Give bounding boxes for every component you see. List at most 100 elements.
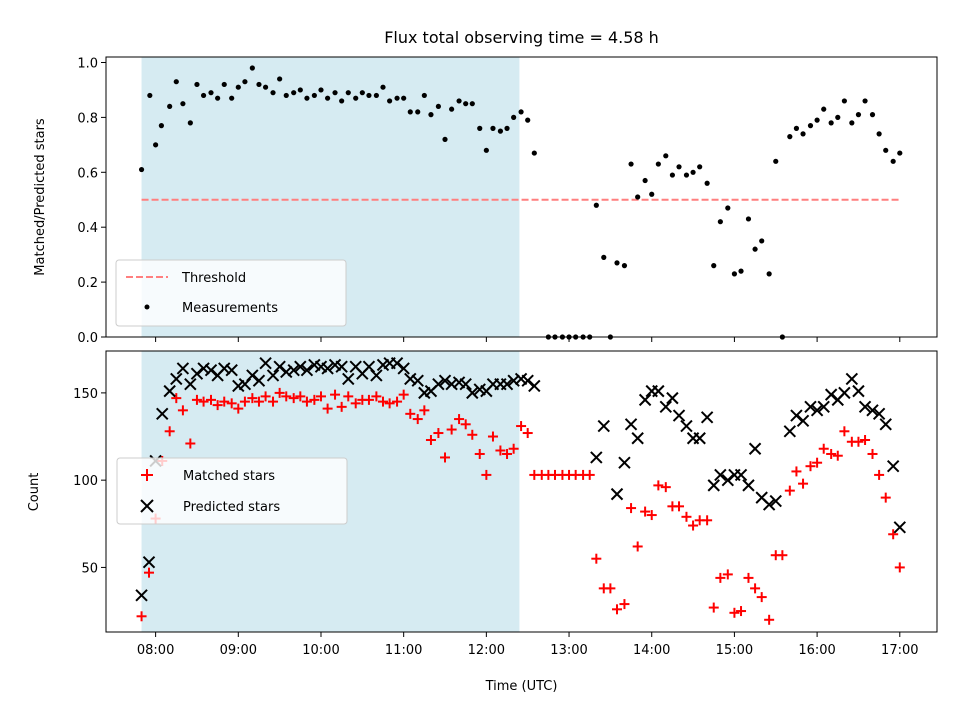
matched-star-point xyxy=(853,436,864,447)
measurement-point xyxy=(456,98,462,104)
bottom-y-tick-label: 150 xyxy=(73,387,98,402)
measurement-point xyxy=(291,90,297,96)
legend-measurements-label: Measurements xyxy=(182,301,278,316)
measurement-point xyxy=(593,202,599,208)
bottom-y-ticks: 50 100 150 xyxy=(73,387,106,576)
matched-star-point xyxy=(867,448,878,459)
predicted-star-point xyxy=(528,379,541,393)
measurement-point xyxy=(841,98,847,104)
measurement-point xyxy=(215,95,221,101)
matched-star-point xyxy=(233,403,244,414)
predicted-star-point xyxy=(321,362,334,375)
measurement-point xyxy=(745,216,752,222)
measurement-point xyxy=(318,87,324,93)
measurement-point xyxy=(208,90,214,96)
predicted-star-point xyxy=(700,411,714,424)
measurement-point xyxy=(725,205,731,211)
matched-star-point xyxy=(688,520,699,531)
predicted-star-point xyxy=(680,419,693,433)
matched-star-point xyxy=(392,396,403,407)
matched-star-point xyxy=(660,482,671,493)
measurement-point xyxy=(752,246,758,252)
matched-star-point xyxy=(288,393,299,404)
predicted-star-point xyxy=(142,555,156,569)
predicted-star-point xyxy=(411,374,424,387)
x-tick-label: 11:00 xyxy=(385,643,422,658)
matched-star-point xyxy=(764,614,775,625)
measurement-point xyxy=(773,158,779,164)
x-tick-label: 10:00 xyxy=(302,643,339,658)
matched-star-point xyxy=(315,391,326,402)
bottom-x-ticks: 08:00 09:00 10:00 11:00 12:00 13:00 14:00 15:00… xyxy=(137,632,919,658)
measurement-point xyxy=(242,79,248,85)
predicted-star-point xyxy=(342,372,355,386)
measurement-point xyxy=(821,106,827,112)
measurement-point xyxy=(849,120,855,126)
matched-star-point xyxy=(425,435,436,446)
measurement-point xyxy=(704,180,710,186)
matched-star-point xyxy=(812,457,823,468)
measurement-point xyxy=(601,254,607,260)
matched-star-point xyxy=(330,389,341,400)
matched-star-point xyxy=(777,550,788,561)
matched-star-point xyxy=(398,389,409,400)
measurement-point xyxy=(407,109,413,115)
measurement-point xyxy=(525,117,531,123)
x-axis-label: Time (UTC) xyxy=(485,679,558,694)
predicted-star-point xyxy=(769,494,782,508)
matched-star-point xyxy=(736,606,747,617)
matched-star-point xyxy=(894,562,905,573)
matched-star-point xyxy=(433,428,444,439)
top-panel: 0.0 0.2 0.4 0.6 0.8 1.0 Matched/Predicted sta… xyxy=(33,56,938,346)
matched-star-point xyxy=(309,394,320,405)
measurement-point xyxy=(415,109,421,115)
measurement-point xyxy=(869,112,876,118)
matched-star-point xyxy=(350,398,361,409)
predicted-star-point xyxy=(707,479,720,492)
measurement-point xyxy=(325,95,331,101)
measurement-point xyxy=(469,101,475,107)
matched-star-point xyxy=(612,604,623,615)
matched-star-point xyxy=(516,421,527,432)
measurement-point xyxy=(663,153,669,159)
measurement-point xyxy=(738,268,744,274)
predicted-star-point xyxy=(294,360,307,373)
matched-star-point xyxy=(584,469,595,480)
predicted-star-point xyxy=(659,400,672,414)
measurement-point xyxy=(862,98,868,104)
measurement-point xyxy=(442,136,448,142)
matched-star-point xyxy=(198,396,209,407)
top-y-tick-label: 0.2 xyxy=(77,276,98,291)
measurement-point xyxy=(669,172,676,178)
measurement-point xyxy=(683,172,690,178)
predicted-star-point xyxy=(397,362,410,375)
matched-star-point xyxy=(832,450,843,461)
measurement-point xyxy=(401,95,407,101)
predicted-star-point xyxy=(852,384,865,398)
predicted-star-point xyxy=(838,386,851,400)
measurement-point xyxy=(800,131,806,137)
measurement-point xyxy=(518,109,524,115)
predicted-star-point xyxy=(438,374,452,387)
matched-star-point xyxy=(363,394,374,405)
measurement-point xyxy=(359,90,365,96)
matched-star-point xyxy=(268,396,279,407)
matched-star-point xyxy=(888,529,899,540)
legend-predicted-label: Predicted stars xyxy=(183,500,280,515)
bottom-y-axis-label: Count xyxy=(27,473,42,512)
predicted-star-point xyxy=(176,362,190,375)
measurement-point xyxy=(477,125,483,131)
matched-star-point xyxy=(591,553,602,564)
measurement-point xyxy=(387,98,393,104)
matched-star-point xyxy=(619,599,630,610)
predicted-star-point xyxy=(404,372,417,386)
matched-star-point xyxy=(874,469,885,480)
matched-star-point xyxy=(239,396,250,407)
matched-star-point xyxy=(219,396,230,407)
measurement-point xyxy=(814,117,820,123)
legend-matched-swatch xyxy=(141,469,153,481)
measurement-point xyxy=(717,219,723,225)
measurement-point xyxy=(187,120,193,126)
predicted-star-point xyxy=(597,419,610,433)
matched-star-point xyxy=(632,541,643,552)
